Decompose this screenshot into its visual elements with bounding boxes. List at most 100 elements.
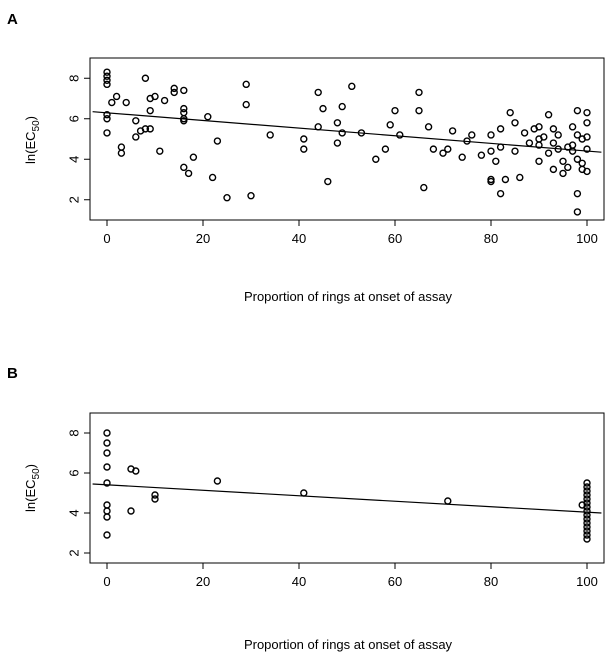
panel-a-x-axis: 0 20 40 60 80 100 <box>103 220 598 246</box>
panel-b-data-point <box>583 487 591 495</box>
panel-a-data-point <box>535 123 543 131</box>
panel-a-data-point <box>573 155 582 163</box>
panel-b-data-point <box>583 535 591 543</box>
panel-b-y-axis-title: ln(EC50) <box>23 464 42 512</box>
panel-a-data-point <box>511 119 519 127</box>
panel-a-data-point <box>103 68 111 76</box>
panel-a-data-point <box>184 169 193 178</box>
panel-b-data-point <box>300 489 308 497</box>
panel-a-data-point <box>386 121 394 129</box>
panel-b-fit-line <box>92 483 602 514</box>
panel-b-data-point <box>583 479 591 487</box>
panel-a-data-point <box>160 96 169 105</box>
panel-a-data-point <box>477 151 486 159</box>
panel-b-letter: B <box>7 365 18 382</box>
panel-a-data-point <box>213 137 222 145</box>
panel-b-data-point <box>103 531 111 539</box>
panel-a-data-point <box>549 165 558 174</box>
panel-b-data-point <box>151 491 159 499</box>
panel-a-data-point <box>549 125 558 133</box>
panel-a-data-point <box>487 177 495 186</box>
panel-a-data-point <box>439 149 447 157</box>
panel-a-y-axis-title: ln(EC50) <box>23 116 42 164</box>
panel-a-x-tick-label: 20 <box>196 231 210 246</box>
panel-a-data-point <box>146 125 154 133</box>
panel-a-data-point <box>180 104 188 113</box>
panel-a-data-point <box>583 145 591 153</box>
panel-a-data-point <box>333 139 342 147</box>
panel-a-data-point <box>242 100 250 109</box>
panel-b-data-point <box>583 495 591 503</box>
panel-a-data-point <box>372 155 380 163</box>
panel-a-data-point <box>487 131 495 139</box>
panel-a-data-point <box>429 145 438 153</box>
panel-b-data-point <box>444 497 452 505</box>
panel-b-data-point <box>103 501 111 509</box>
panel-a-data-point <box>573 189 582 198</box>
panel-b-x-tick-label: 20 <box>196 574 210 589</box>
panel-a-data-point <box>180 117 188 125</box>
panel-a-data-point <box>381 145 390 153</box>
panel-a-y-tick-label: 2 <box>67 196 82 203</box>
panel-a-data-point <box>568 147 577 155</box>
panel-a-data-point <box>180 163 188 172</box>
panel-a-data-point <box>103 115 111 123</box>
panel-a-points <box>103 68 591 216</box>
panel-a-data-point <box>338 129 346 137</box>
panel-a-data-point <box>132 133 140 141</box>
panel-a-data-point <box>415 88 423 97</box>
panel-a-y-tick-label: 8 <box>67 75 82 82</box>
panel-b-data-point <box>151 495 159 503</box>
panel-a-y-tick-label: 4 <box>67 156 82 163</box>
panel-a-data-point <box>583 167 591 176</box>
panel-a-x-tick-label: 0 <box>103 231 110 246</box>
panel-b: B 0 20 40 60 80 100 2 4 6 8 Proportion of rings … <box>7 365 605 652</box>
panel-a-data-point <box>117 149 126 157</box>
panel-a-data-point <box>103 76 111 84</box>
panel-a-data-point <box>103 110 111 119</box>
panel-a-data-point <box>204 113 212 121</box>
panel-a-data-point <box>141 125 150 133</box>
panel-a-data-point <box>516 173 524 182</box>
panel-b-plot-frame <box>89 412 605 564</box>
panel-a-fit-line <box>92 111 602 153</box>
panel-b-x-tick-label: 0 <box>103 574 110 589</box>
panel-a-data-point <box>525 139 534 147</box>
panel-a-data-point <box>506 108 514 117</box>
panel-a-data-point <box>573 208 582 216</box>
panel-a-data-point <box>496 125 505 133</box>
panel-a-data-point <box>544 149 553 157</box>
panel-a-data-point <box>108 98 116 107</box>
panel-a-data-point <box>424 123 433 131</box>
panel-b-data-point <box>583 531 591 539</box>
panel-a-plot-frame <box>89 57 605 221</box>
panel-a-data-point <box>180 86 188 95</box>
panel-b-data-point <box>103 439 111 447</box>
panel-a-data-point <box>520 129 529 137</box>
panel-b-data-point <box>103 513 111 521</box>
panel-a-data-point <box>391 106 399 115</box>
panel-a-data-point <box>496 189 505 198</box>
panel-a-data-point <box>223 194 231 202</box>
panel-b-data-point <box>103 507 111 515</box>
panel-a-data-point <box>573 106 582 115</box>
panel-a-data-point <box>554 131 562 139</box>
panel-a-data-point <box>103 72 111 80</box>
panel-a-data-point <box>540 133 548 141</box>
panel-a-x-tick-label: 60 <box>388 231 402 246</box>
panel-b-points <box>103 429 591 543</box>
panel-a-x-tick-label: 40 <box>292 231 306 246</box>
panel-a-data-point <box>117 143 126 151</box>
panel-a-data-point <box>583 133 591 141</box>
panel-a-data-point <box>468 131 476 139</box>
panel-a-data-point <box>559 169 567 178</box>
panel-a-data-point <box>578 159 586 168</box>
panel-a-data-point <box>573 131 582 139</box>
panel-b-data-point <box>583 519 591 527</box>
panel-b-data-point <box>583 483 591 491</box>
panel-a-data-point <box>496 143 505 151</box>
panel-a-x-tick-label: 100 <box>576 231 598 246</box>
panel-a-data-point <box>511 147 519 155</box>
panel-a: A 0 20 40 60 80 100 2 4 6 8 Proportion of rings … <box>7 11 605 304</box>
